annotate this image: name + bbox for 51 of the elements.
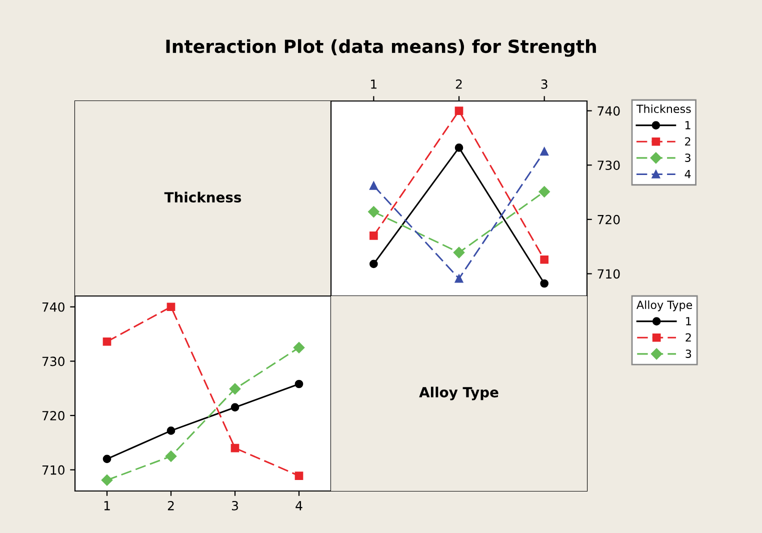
point <box>294 472 304 480</box>
point <box>538 186 550 198</box>
point <box>230 444 240 452</box>
y-tick-label: 710 <box>42 465 64 475</box>
y-tick-label: 730 <box>42 356 64 366</box>
legend-label: 2 <box>686 333 691 342</box>
y-tick-label: 710 <box>598 269 620 279</box>
x-tick-label: 3 <box>232 500 238 510</box>
x-tick-label: 2 <box>168 500 174 510</box>
legend-title: Thickness <box>636 104 691 114</box>
point <box>294 380 304 388</box>
point <box>454 106 464 115</box>
point <box>370 232 378 240</box>
legend-label: 2 <box>685 137 690 146</box>
point <box>165 450 177 462</box>
y-tick-label: 730 <box>598 160 620 170</box>
point <box>540 279 548 288</box>
legend-label: 1 <box>685 121 690 130</box>
x-tick-label: 4 <box>296 501 302 510</box>
point <box>102 454 112 464</box>
legend-label: 3 <box>685 154 690 162</box>
point <box>370 260 378 268</box>
point <box>540 147 548 156</box>
text: Alloy Type <box>419 386 498 400</box>
y-tick-label: 720 <box>42 410 64 420</box>
text: Thickness <box>164 192 242 203</box>
legend-label: 1 <box>686 317 691 326</box>
point <box>454 274 464 283</box>
text: Interaction Plot (data means) for Strength <box>166 39 596 57</box>
legend-title: Alloy Type <box>636 300 692 312</box>
point <box>230 403 240 412</box>
x-tick-label: 2 <box>456 79 462 89</box>
y-tick-label: 740 <box>42 302 64 312</box>
point <box>454 144 464 152</box>
point <box>368 206 380 218</box>
x-tick-label: 1 <box>104 501 110 510</box>
legend-label: 4 <box>684 170 691 178</box>
point <box>293 342 305 354</box>
point <box>102 337 112 346</box>
point <box>453 246 465 258</box>
point <box>370 182 378 190</box>
x-tick-label: 1 <box>371 80 376 89</box>
point <box>166 426 176 435</box>
y-tick-label: 740 <box>598 106 620 116</box>
point <box>540 255 548 264</box>
legend-label: 3 <box>686 350 692 358</box>
point <box>166 302 176 312</box>
point <box>101 474 113 486</box>
y-tick-label: 720 <box>598 214 620 224</box>
point <box>229 383 241 394</box>
x-tick-label: 3 <box>541 79 548 89</box>
